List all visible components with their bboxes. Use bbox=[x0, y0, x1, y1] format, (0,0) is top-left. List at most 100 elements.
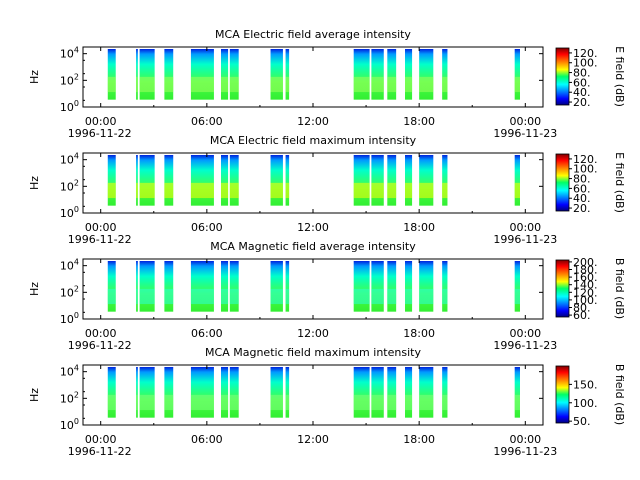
colorbar-frame bbox=[555, 47, 570, 106]
y-tick-label: 104 bbox=[60, 152, 79, 167]
spectrogram-band bbox=[190, 182, 214, 199]
spectrogram-block bbox=[229, 49, 239, 100]
spectrogram-block bbox=[164, 155, 174, 206]
spectrogram-block bbox=[419, 49, 434, 100]
spectrogram-block bbox=[107, 367, 116, 418]
spectrogram-block bbox=[270, 49, 283, 100]
spectrogram-block bbox=[442, 155, 448, 206]
spectrogram-block bbox=[136, 261, 138, 312]
colorbar-tick-label: 40. bbox=[573, 86, 591, 99]
spectrogram-block bbox=[164, 49, 174, 100]
x-tick-label: 06:00 bbox=[191, 115, 223, 128]
spectrogram-band bbox=[387, 76, 397, 93]
spectrogram-band bbox=[164, 182, 174, 199]
spectrogram-block bbox=[514, 367, 520, 418]
chart-panel: MCA Electric field average intensity 100 1… bbox=[28, 28, 626, 140]
spectrogram-block bbox=[405, 261, 413, 312]
spectrogram-block bbox=[136, 49, 138, 100]
colorbar-tick-label: 180. bbox=[573, 264, 598, 277]
spectrogram-band bbox=[107, 182, 116, 199]
y-axis-label: Hz bbox=[28, 282, 41, 296]
x-start-date: 1996-11-22 bbox=[68, 339, 132, 352]
x-end-date: 1996-11-23 bbox=[493, 445, 557, 458]
spectrogram-block bbox=[442, 367, 448, 418]
spectrogram-band bbox=[419, 182, 434, 199]
spectrogram-band bbox=[164, 394, 174, 411]
spectrogram-block bbox=[107, 49, 116, 100]
spectrogram-band bbox=[107, 288, 116, 305]
spectrogram-band bbox=[221, 182, 229, 199]
spectrogram-band bbox=[405, 394, 413, 411]
spectrogram-block bbox=[136, 155, 138, 206]
spectrogram-band bbox=[107, 76, 116, 93]
colorbar-tick-label: 50. bbox=[573, 415, 591, 428]
y-tick-label: 102 bbox=[60, 390, 79, 405]
spectrogram-band bbox=[190, 76, 214, 93]
spectrogram-block bbox=[107, 261, 116, 312]
x-tick-label: 12:00 bbox=[297, 221, 329, 234]
spectrogram-block bbox=[405, 155, 413, 206]
x-tick-label: 06:00 bbox=[191, 221, 223, 234]
x-tick-label: 18:00 bbox=[403, 221, 435, 234]
spectrogram-band bbox=[190, 394, 214, 411]
spectrogram-band bbox=[221, 288, 229, 305]
chart-title: MCA Magnetic field maximum intensity bbox=[205, 346, 421, 359]
spectrogram-band bbox=[285, 394, 290, 411]
spectrogram-band bbox=[371, 394, 384, 411]
colorbar-tick-label: 150. bbox=[573, 378, 598, 391]
spectrogram-band bbox=[270, 394, 283, 411]
x-tick-label: 00:00 bbox=[85, 433, 117, 446]
spectrogram-block bbox=[387, 367, 397, 418]
spectrogram-band bbox=[229, 182, 239, 199]
x-start-date: 1996-11-22 bbox=[68, 127, 132, 140]
colorbar-tick-label: 200. bbox=[573, 256, 598, 269]
colorbar-tick-label: 160. bbox=[573, 271, 598, 284]
x-end-date: 1996-11-23 bbox=[493, 127, 557, 140]
spectrogram-band bbox=[285, 182, 290, 199]
spectrogram-band bbox=[285, 288, 290, 305]
colorbar-tick-label: 20. bbox=[573, 202, 591, 215]
x-tick-label: 06:00 bbox=[191, 433, 223, 446]
x-start-date: 1996-11-22 bbox=[68, 445, 132, 458]
x-tick-label: 06:00 bbox=[191, 327, 223, 340]
spectrogram-band bbox=[136, 182, 138, 199]
spectrogram-band bbox=[270, 288, 283, 305]
x-end-date: 1996-11-23 bbox=[493, 233, 557, 246]
x-tick-label: 00:00 bbox=[509, 433, 541, 446]
spectrogram-band bbox=[371, 182, 384, 199]
colorbar-tick-label: 60. bbox=[573, 309, 591, 322]
spectrogram-block bbox=[285, 261, 290, 312]
y-tick-label: 104 bbox=[60, 364, 79, 379]
chart-title: MCA Electric field average intensity bbox=[215, 28, 411, 41]
spectrogram-band bbox=[221, 394, 229, 411]
spectrogram-block bbox=[229, 261, 239, 312]
colorbar-tick-label: 120. bbox=[573, 153, 598, 166]
x-tick-label: 18:00 bbox=[403, 115, 435, 128]
y-tick-label: 100 bbox=[60, 311, 79, 326]
colorbar bbox=[556, 154, 569, 211]
spectrogram-band bbox=[136, 288, 138, 305]
x-tick-label: 18:00 bbox=[403, 327, 435, 340]
spectrogram-band bbox=[229, 288, 239, 305]
spectrogram-block bbox=[285, 155, 290, 206]
colorbar-label: E field (dB) bbox=[613, 152, 626, 213]
spectrogram-block bbox=[442, 261, 448, 312]
colorbar-tick-label: 120. bbox=[573, 47, 598, 60]
x-tick-label: 12:00 bbox=[297, 433, 329, 446]
spectrogram-block bbox=[405, 49, 413, 100]
spectrogram-band bbox=[139, 76, 155, 93]
spectrogram-block bbox=[190, 49, 214, 100]
chart-panel: MCA Magnetic field maximum intensity 100 1… bbox=[28, 346, 626, 458]
spectrogram-band bbox=[229, 394, 239, 411]
spectrogram-band bbox=[387, 288, 397, 305]
colorbar-tick-label: 80. bbox=[573, 302, 591, 315]
spectrogram-block bbox=[371, 49, 384, 100]
y-tick-label: 100 bbox=[60, 205, 79, 220]
y-tick-label: 100 bbox=[60, 417, 79, 432]
spectrogram-block bbox=[136, 367, 138, 418]
colorbar-frame bbox=[555, 365, 570, 424]
spectrogram-band bbox=[107, 394, 116, 411]
spectrogram-band bbox=[387, 394, 397, 411]
colorbar-tick-label: 80. bbox=[573, 173, 591, 186]
